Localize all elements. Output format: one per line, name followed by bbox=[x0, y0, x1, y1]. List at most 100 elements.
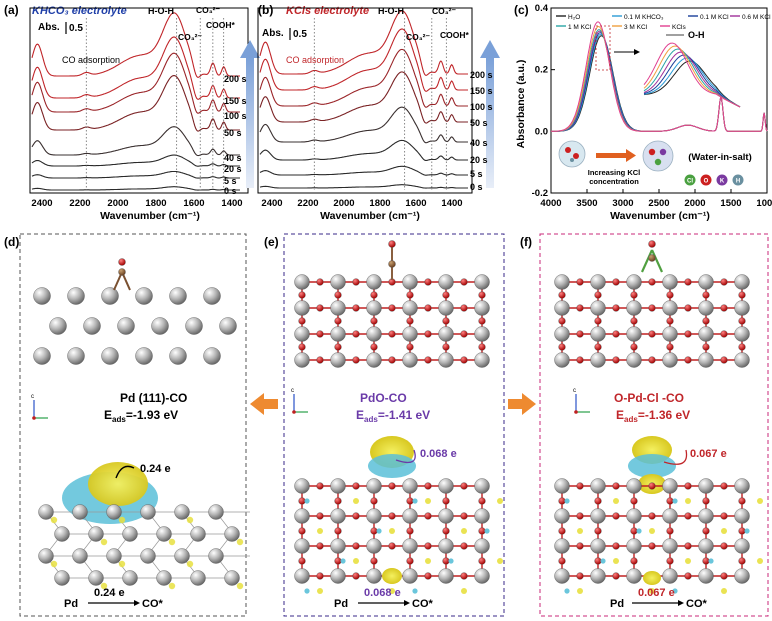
atom-sphere bbox=[424, 572, 432, 580]
atom-sphere bbox=[594, 291, 602, 299]
charge-density-blue bbox=[368, 454, 416, 478]
atom-sphere bbox=[702, 291, 710, 299]
atom-sphere bbox=[626, 478, 642, 494]
atom-legend-symbol: H bbox=[736, 179, 740, 185]
panel-c-zoom-arrowhead bbox=[634, 49, 640, 55]
atom-sphere bbox=[294, 326, 310, 342]
atom-sphere bbox=[734, 326, 750, 342]
atom-sphere bbox=[612, 304, 620, 312]
atom-sphere bbox=[474, 352, 490, 368]
spectrum-line-150s bbox=[31, 36, 240, 100]
spectrum-line-100s bbox=[31, 52, 240, 114]
atom-sphere bbox=[662, 300, 678, 316]
atom-sphere bbox=[388, 260, 396, 268]
atom-sphere bbox=[626, 352, 642, 368]
atom-sphere bbox=[67, 347, 85, 365]
panel-c-molecule-cartoon: Increasing KCl concentration (Water-in-s… bbox=[558, 140, 752, 186]
atom-sphere bbox=[698, 508, 714, 524]
atom-sphere bbox=[438, 352, 454, 368]
atom-sphere bbox=[316, 356, 324, 364]
charge-spot bbox=[577, 528, 583, 534]
panel-e-transfer-value: 0.068 e bbox=[364, 587, 401, 599]
panel-c-zoom-box bbox=[595, 25, 611, 71]
atom-sphere bbox=[316, 278, 324, 286]
charge-spot bbox=[564, 588, 570, 594]
atom-sphere bbox=[106, 504, 122, 520]
panel-b: (b) KCls electrolyte Abs. 0.5 CO adsorpt… bbox=[257, 3, 500, 222]
panel-a-annotation-hoh: H-O-H bbox=[148, 6, 174, 16]
panel-b-annotation-co3: CO₃²⁻ bbox=[406, 32, 431, 42]
atom-sphere bbox=[298, 291, 306, 299]
panel-c-x-axis: 4000 3500 3000 2500 2000 1500 1000 bbox=[540, 189, 772, 209]
atom-sphere bbox=[554, 568, 570, 584]
panel-e-to: CO* bbox=[412, 598, 434, 610]
panel-b-time-label: 50 s bbox=[470, 118, 488, 128]
x-tick-label: 4000 bbox=[540, 198, 561, 209]
atom-legend-symbol: K bbox=[720, 179, 725, 185]
atom-sphere bbox=[334, 291, 342, 299]
spectrum-line-50s bbox=[31, 75, 240, 132]
spectrum-line-40s bbox=[31, 126, 240, 157]
atom-sphere bbox=[370, 527, 378, 535]
atom-sphere bbox=[576, 330, 584, 338]
atom-sphere bbox=[224, 570, 240, 586]
atom-sphere bbox=[424, 482, 432, 490]
atom-sphere bbox=[352, 572, 360, 580]
atom-sphere bbox=[88, 570, 104, 586]
panel-f-bottom-lattice bbox=[554, 436, 763, 594]
panel-a-xtick: 2400 bbox=[31, 198, 52, 209]
oxygen-atom-icon bbox=[565, 147, 571, 153]
atom-sphere bbox=[402, 300, 418, 316]
axis-origin bbox=[574, 410, 578, 414]
atom-sphere bbox=[648, 356, 656, 364]
atom-sphere bbox=[334, 527, 342, 535]
x-tick-label: 1500 bbox=[720, 198, 741, 209]
water-in-salt-label: (Water-in-salt) bbox=[688, 152, 752, 163]
atom-sphere bbox=[612, 542, 620, 550]
charge-spot bbox=[497, 558, 503, 564]
atom-sphere bbox=[352, 330, 360, 338]
atom-sphere bbox=[402, 508, 418, 524]
atom-sphere bbox=[352, 512, 360, 520]
charge-spot bbox=[340, 558, 346, 564]
atom-sphere bbox=[594, 527, 602, 535]
atom-legend-icon bbox=[732, 174, 744, 186]
atom-sphere bbox=[406, 291, 414, 299]
charge-spot bbox=[118, 560, 126, 568]
spectrum-line-20s bbox=[259, 139, 468, 161]
panel-a-xlabel: Wavenumber (cm⁻¹) bbox=[100, 210, 200, 222]
panel-c-letter: (c) bbox=[514, 3, 529, 17]
atom-sphere bbox=[334, 343, 342, 351]
atom-sphere bbox=[140, 548, 156, 564]
panel-e-frame bbox=[283, 233, 505, 617]
atom-sphere bbox=[576, 512, 584, 520]
spectrum-line-100s bbox=[259, 48, 468, 108]
atom-sphere bbox=[554, 274, 570, 290]
absorbance-line bbox=[551, 21, 768, 132]
panel-c-xlabel: Wavenumber (cm⁻¹) bbox=[610, 210, 710, 222]
spectrum-line-200s bbox=[259, 10, 468, 76]
atom-sphere bbox=[554, 300, 570, 316]
charge-spot bbox=[186, 516, 194, 524]
atom-sphere bbox=[662, 508, 678, 524]
panel-b-xlabel: Wavenumber (cm⁻¹) bbox=[320, 210, 420, 222]
atom-sphere bbox=[626, 538, 642, 554]
atom-sphere bbox=[630, 557, 638, 565]
atom-sphere bbox=[83, 317, 101, 335]
panel-b-spectra bbox=[259, 10, 468, 189]
atom-sphere bbox=[460, 482, 468, 490]
atom-sphere bbox=[316, 542, 324, 550]
atom-sphere bbox=[720, 304, 728, 312]
atom-sphere bbox=[612, 356, 620, 364]
panel-c-y-axis: 0.4 0.2 0.0 -0.2 bbox=[532, 3, 555, 199]
panel-f-name: O-Pd-Cl -CO bbox=[614, 391, 684, 405]
atom-sphere bbox=[330, 568, 346, 584]
panel-b-scale-label: Abs. bbox=[262, 28, 284, 39]
panel-c-inset bbox=[643, 42, 741, 108]
atom-sphere bbox=[576, 356, 584, 364]
hydrogen-atom-icon bbox=[570, 158, 574, 162]
panel-a-scale-label: Abs. bbox=[38, 22, 60, 33]
atom-sphere bbox=[366, 538, 382, 554]
panel-e-from: Pd bbox=[334, 598, 348, 610]
